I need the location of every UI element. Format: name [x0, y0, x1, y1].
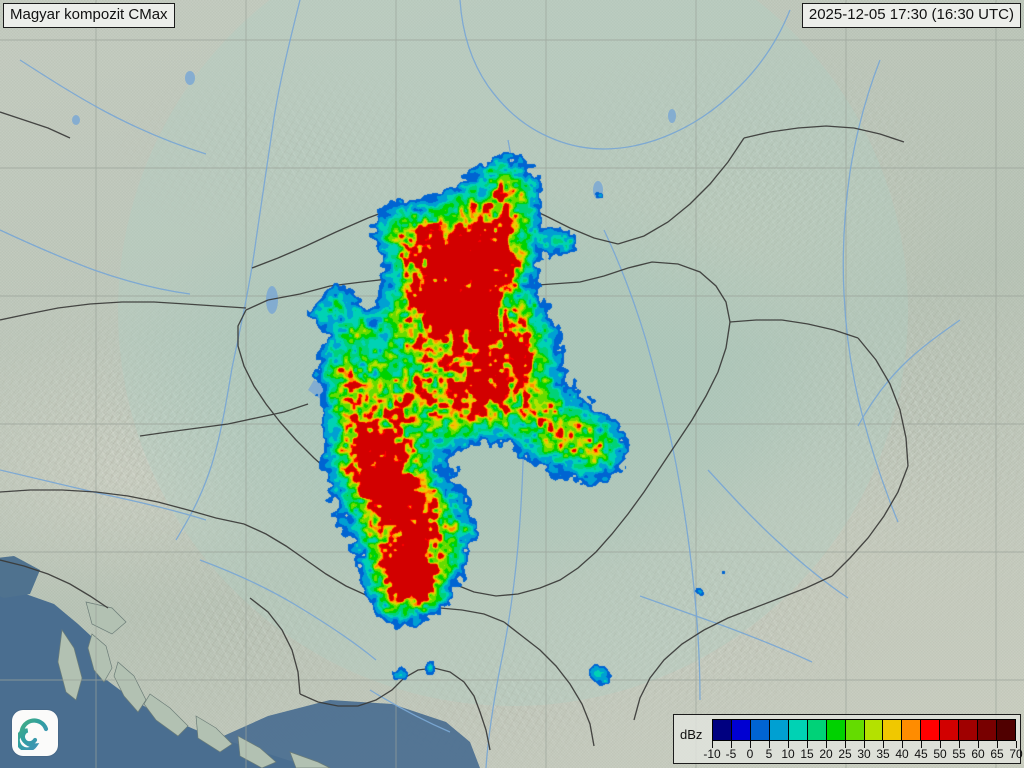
tick-0 [750, 741, 751, 748]
tick-label-35: 35 [876, 747, 890, 761]
tick-label--10: -10 [703, 747, 721, 761]
tick-65 [997, 741, 998, 748]
tick-label-65: 65 [990, 747, 1004, 761]
tick-5 [769, 741, 770, 748]
dbz-color-bar [712, 719, 1016, 741]
tick-label-25: 25 [838, 747, 852, 761]
dbz-swatch-45to50 [921, 720, 941, 740]
tick-15 [807, 741, 808, 748]
dbz-tick-marks [712, 741, 1017, 748]
tick-55 [959, 741, 960, 748]
dbz-swatch-30to35 [864, 720, 884, 740]
dbz-legend-panel: dBz -10 -5 0 5 10 15 20 25 30 35 40 45 50 55 60 65 70 [673, 714, 1023, 764]
tick-25 [845, 741, 846, 748]
tick-label-45: 45 [914, 747, 928, 761]
tick-label-55: 55 [952, 747, 966, 761]
dbz-unit-label: dBz [680, 727, 703, 742]
dbz-swatch-60to65 [978, 720, 998, 740]
tick-label-30: 30 [857, 747, 871, 761]
tick--5 [731, 741, 732, 748]
tick-30 [864, 741, 865, 748]
tick-40 [902, 741, 903, 748]
dbz-swatch-20to25 [826, 720, 846, 740]
tick-20 [826, 741, 827, 748]
spiral-icon [18, 718, 49, 750]
tick-label--5: -5 [725, 747, 737, 761]
tick-label-10: 10 [781, 747, 795, 761]
tick-50 [940, 741, 941, 748]
dbz-swatch-5to10 [769, 720, 789, 740]
tick-45 [921, 741, 922, 748]
dbz-tick-labels: -10 -5 0 5 10 15 20 25 30 35 40 45 50 55 60 65 70 [703, 747, 1022, 763]
dbz-swatch-25to30 [845, 720, 865, 740]
tick-60 [978, 741, 979, 748]
tick-35 [883, 741, 884, 748]
tick-label-20: 20 [819, 747, 833, 761]
tick--10 [712, 741, 713, 748]
tick-label-50: 50 [933, 747, 947, 761]
dbz-swatch--5to0 [731, 720, 751, 740]
tick-label-70: 70 [1009, 747, 1023, 761]
dbz-swatch-0to5 [750, 720, 770, 740]
tick-label-60: 60 [971, 747, 985, 761]
dbz-swatch-40to45 [902, 720, 922, 740]
dbz-swatch-65to70 [997, 720, 1015, 740]
tick-label-5: 5 [765, 747, 773, 761]
tick-70 [1016, 741, 1017, 748]
dbz-swatch-15to20 [807, 720, 827, 740]
tick-label-0: 0 [746, 747, 754, 761]
product-title-box: Magyar kompozit CMax [3, 3, 175, 28]
dbz-swatch-10to15 [788, 720, 808, 740]
tick-label-15: 15 [800, 747, 814, 761]
omsz-spiral-logo[interactable] [12, 710, 58, 756]
dbz-swatch-35to40 [883, 720, 903, 740]
tick-label-40: 40 [895, 747, 909, 761]
timestamp-box: 2025-12-05 17:30 (16:30 UTC) [801, 3, 1021, 28]
dbz-swatch-55to60 [959, 720, 979, 740]
dbz-swatch--10to-5 [713, 720, 732, 740]
tick-10 [788, 741, 789, 748]
dbz-swatch-50to55 [940, 720, 960, 740]
